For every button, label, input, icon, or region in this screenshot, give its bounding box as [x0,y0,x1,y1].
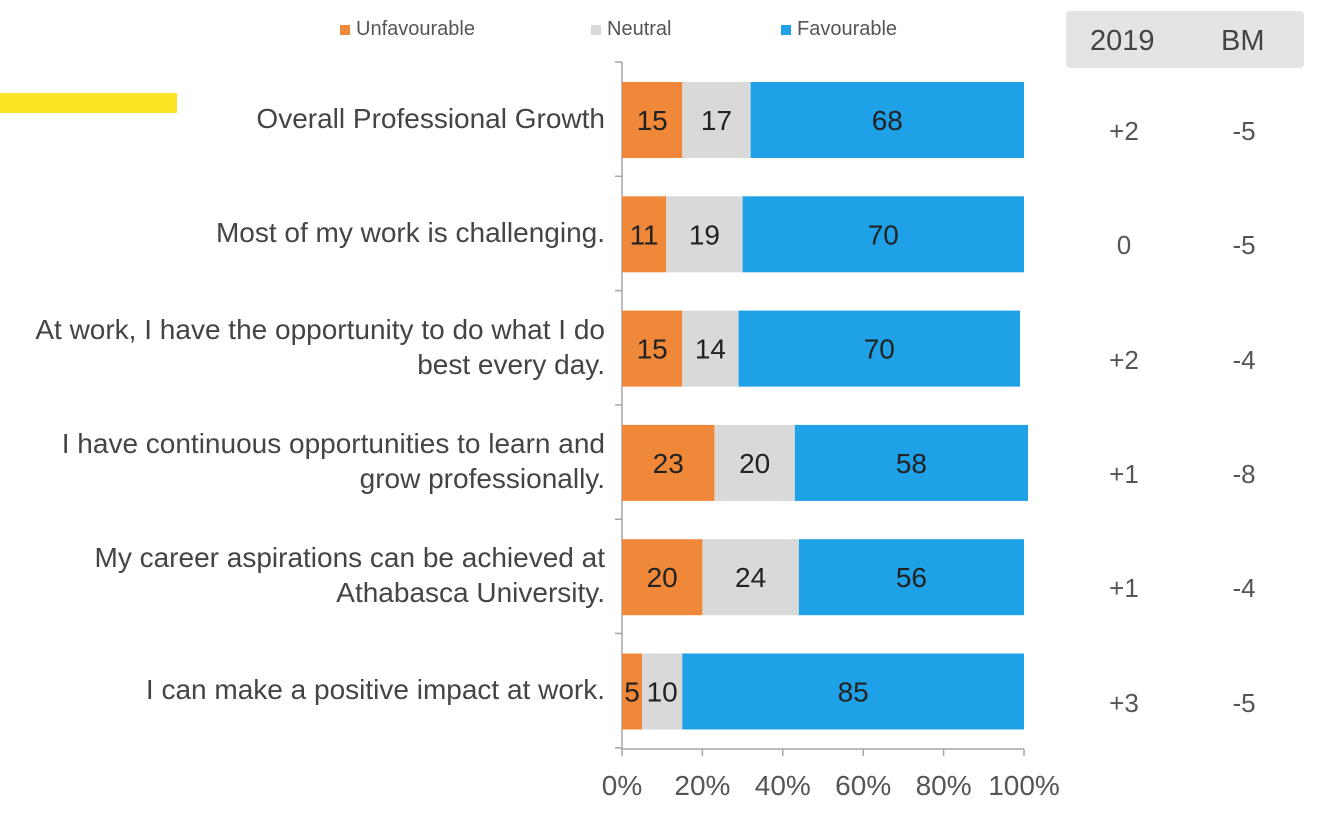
legend-label-unfavourable: Unfavourable [356,18,475,40]
x-tick-label: 100% [988,770,1060,801]
legend-label-favourable: Favourable [797,18,898,40]
legend-item-unfavourable: Unfavourable [340,18,475,41]
row-label: Most of my work is challenging. [215,216,605,248]
header-2019: 2019 [1090,25,1155,57]
bar-unfavourable [622,653,643,730]
value-vs-2019: +2 [1109,344,1139,375]
row-label: Overall Professional Growth [256,102,605,134]
bar-label-neutral: 17 [701,105,732,136]
value-vs-benchmark: -5 [1232,230,1256,261]
bar-label-favourable: 68 [872,105,903,136]
x-tick-label: 60% [835,770,891,801]
value-vs-2019: 0 [1116,230,1132,261]
bar-favourable [742,196,1024,273]
bar-label-favourable: 56 [896,562,927,593]
x-tick-label: 0% [602,770,642,801]
legend-swatch-favourable [781,24,791,35]
bar-neutral [666,196,743,273]
row-label: I can make a positive impact at work. [145,674,605,705]
legend-item-favourable: Favourable [781,18,897,41]
bar-neutral [642,653,683,730]
value-vs-benchmark: -4 [1232,344,1256,375]
bar-unfavourable [622,310,683,387]
bar-label-unfavourable: 23 [653,448,684,479]
bar-label-neutral: 20 [739,448,770,479]
value-vs-benchmark: -4 [1232,573,1256,604]
value-vs-2019: +3 [1109,687,1139,718]
bar-label-unfavourable: 15 [637,105,668,136]
value-vs-2019: +1 [1109,458,1139,489]
bar-favourable [750,82,1024,158]
bar-neutral [714,424,795,501]
bar-label-favourable: 58 [896,448,927,479]
row-label: My career aspirations can be achieved at… [94,542,606,609]
bar-label-neutral: 24 [735,562,766,593]
value-vs-2019: +1 [1109,573,1139,604]
legend-item-neutral: Neutral [591,18,671,41]
header-benchmark: BM [1221,25,1265,57]
row-label: At work, I have the opportunity to do wh… [35,313,605,380]
bar-label-neutral: 10 [647,677,678,708]
legend-swatch-unfavourable [340,24,350,35]
bar-favourable [682,653,1024,730]
bar-neutral [702,539,799,616]
bar-unfavourable [622,82,683,158]
bar-neutral [682,310,739,387]
x-tick-label: 40% [755,770,811,801]
bar-unfavourable [622,539,703,616]
value-vs-benchmark: -5 [1232,116,1256,146]
bar-label-favourable: 70 [868,219,899,250]
bar-label-unfavourable: 11 [630,219,659,250]
bar-favourable [798,539,1024,616]
x-tick-label: 20% [674,770,730,801]
bar-label-favourable: 85 [838,677,869,708]
bar-label-favourable: 70 [864,334,895,365]
value-vs-benchmark: -8 [1232,458,1256,489]
x-tick-label: 80% [916,770,972,801]
yellow-highlight-marker [0,93,177,113]
value-vs-2019: +2 [1109,116,1139,146]
legend-swatch-neutral [591,24,601,35]
bar-label-unfavourable: 5 [624,677,640,708]
bar-unfavourable [622,196,667,273]
row-label: I have continuous opportunities to learn… [61,427,605,494]
bar-label-unfavourable: 20 [647,562,678,593]
bar-favourable [794,424,1029,501]
bar-label-neutral: 14 [695,334,726,365]
value-vs-benchmark: -5 [1232,687,1256,718]
legend-label-neutral: Neutral [607,18,672,40]
bar-neutral [682,82,751,158]
bar-label-unfavourable: 15 [637,334,668,365]
comparison-header: 2019 BM [1066,11,1304,68]
bar-favourable [738,310,1020,387]
bar-unfavourable [622,424,715,501]
bar-label-neutral: 19 [689,219,720,250]
